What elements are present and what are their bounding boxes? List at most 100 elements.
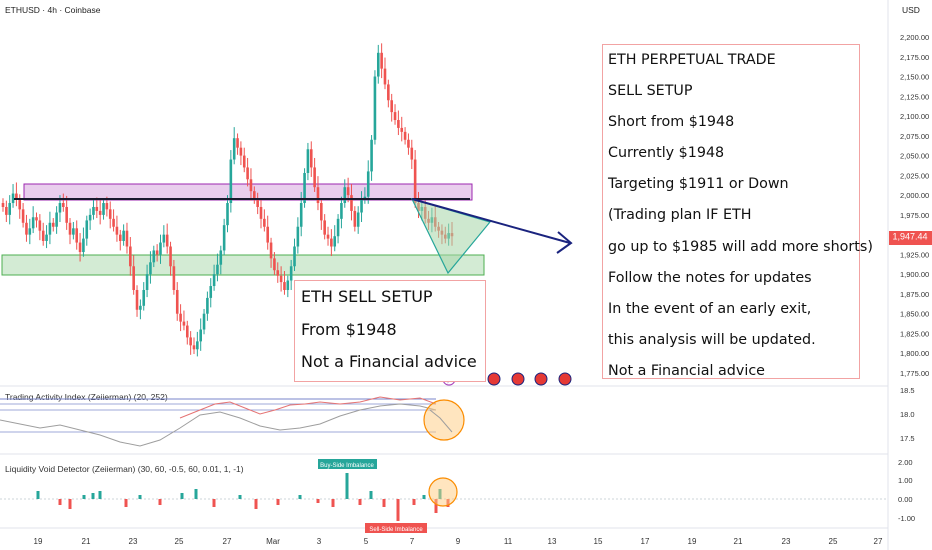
projection-arrow-head: [556, 231, 573, 254]
candle-body: [152, 250, 156, 263]
lvd-bar: [254, 499, 258, 509]
candle-body: [330, 238, 333, 247]
date-tick-label: 15: [594, 537, 603, 546]
candle-body: [135, 289, 139, 310]
price-tick-label: 2,175.00: [900, 53, 929, 62]
candle-body: [323, 220, 326, 235]
candle-body: [162, 234, 166, 243]
right-annotation-line: Not a Financial advice: [608, 362, 765, 379]
candle-body: [38, 220, 42, 231]
tai-axis: 18.5 18.0 17.5: [900, 386, 915, 443]
candle-body: [92, 206, 95, 215]
candle-body: [185, 325, 189, 338]
date-tick-label: 5: [364, 537, 369, 546]
candle-body: [360, 199, 363, 213]
candle-body: [155, 250, 159, 255]
candle-body: [279, 275, 283, 283]
date-tick-label: 19: [688, 537, 697, 546]
lvd-bar: [358, 499, 362, 505]
candle-body: [410, 147, 414, 160]
candle-body: [18, 199, 22, 210]
candle-body: [296, 226, 300, 247]
lvd-bar: [331, 499, 335, 507]
chart-title: ETHUSD · 4h · Coinbase: [5, 5, 101, 15]
lvd-bar: [68, 499, 72, 509]
price-tick-label: 1,775.00: [900, 369, 929, 378]
candle-body: [256, 199, 259, 207]
candle-body: [253, 191, 256, 200]
right-annotation-box: ETH PERPETUAL TRADE SELL SETUP Short fro…: [602, 44, 873, 379]
event-icons[interactable]: [442, 372, 572, 386]
candle-body: [65, 206, 68, 223]
candle-body: [383, 68, 387, 85]
candle-body: [343, 187, 347, 204]
candle-body: [333, 236, 337, 247]
candle-body: [242, 155, 246, 168]
candle-body: [299, 203, 303, 227]
mid-annotation-line: Not a Financial advice: [301, 352, 477, 371]
lvd-bar: [98, 491, 102, 499]
candle-body: [115, 226, 119, 235]
lvd-bar: [124, 499, 128, 507]
buy-side-tag: [318, 459, 377, 469]
tai-tail: [429, 409, 453, 433]
price-tick-label: 2,000.00: [900, 191, 929, 200]
date-tick-label: 19: [34, 537, 43, 546]
candle-body: [182, 321, 186, 326]
candle-body: [5, 206, 8, 215]
right-annotation-line: Targeting $1911 or Down: [608, 176, 789, 193]
candle-body: [45, 234, 48, 241]
candle-body: [28, 228, 32, 235]
price-tick-label: 1,875.00: [900, 290, 929, 299]
candle-body: [142, 289, 146, 306]
date-tick-label: 9: [456, 537, 461, 546]
price-axis: 2,200.00 2,175.00 2,150.00 2,125.00 2,100.00…: [900, 33, 929, 378]
price-tick-label: 1,800.00: [900, 349, 929, 358]
lvd-bar: [382, 499, 386, 507]
date-tick-label: 7: [410, 537, 415, 546]
lvd-bar: [158, 499, 162, 505]
candle-body: [226, 203, 229, 226]
date-tick-label: 25: [829, 537, 838, 546]
mid-annotation-line: From $1948: [301, 319, 397, 339]
current-price-tag: [889, 231, 932, 245]
candle-body: [403, 131, 407, 140]
candle-body: [199, 329, 202, 342]
candle-body: [273, 258, 276, 271]
candle-body: [397, 120, 400, 128]
lvd-bar: [36, 491, 40, 499]
sell-side-label: Sell-Side Imbalance: [369, 527, 423, 533]
date-tick-label: 13: [548, 537, 557, 546]
candle-body: [192, 345, 196, 350]
lvd-axis: 2.00 1.00 0.00 -1.00: [898, 458, 915, 523]
candle-body: [78, 242, 82, 253]
candle-body: [293, 246, 296, 267]
candle-body: [336, 218, 340, 237]
candle-body: [373, 76, 377, 140]
lvd-bar: [396, 499, 400, 521]
lvd-bar: [369, 491, 373, 499]
candle-body: [232, 138, 236, 160]
right-annotation-line: this analysis will be updated.: [608, 331, 816, 348]
lvd-bar: [422, 495, 426, 499]
candle-body: [320, 203, 323, 221]
lvd-bar: [316, 499, 320, 503]
candle-body: [202, 313, 206, 330]
candle-body: [41, 230, 45, 241]
price-tick-label: 2,100.00: [900, 112, 929, 121]
us-flag-icon-3: [534, 372, 548, 386]
candle-body: [216, 264, 219, 275]
candle-body: [51, 222, 55, 227]
tai-line-gray: [0, 403, 437, 447]
candle-body: [246, 167, 249, 180]
lvd-bar: [194, 489, 198, 499]
date-tick-label: 23: [129, 537, 138, 546]
candle-body: [316, 187, 320, 204]
price-tick-label: 2,025.00: [900, 171, 929, 180]
right-annotation-line: SELL SETUP: [608, 83, 693, 100]
lvd-bar: [212, 499, 216, 507]
price-tick-label: 2,200.00: [900, 33, 929, 42]
right-annotation-line: ETH PERPETUAL TRADE: [608, 52, 776, 68]
lvd-highlight-circle: [428, 477, 458, 507]
